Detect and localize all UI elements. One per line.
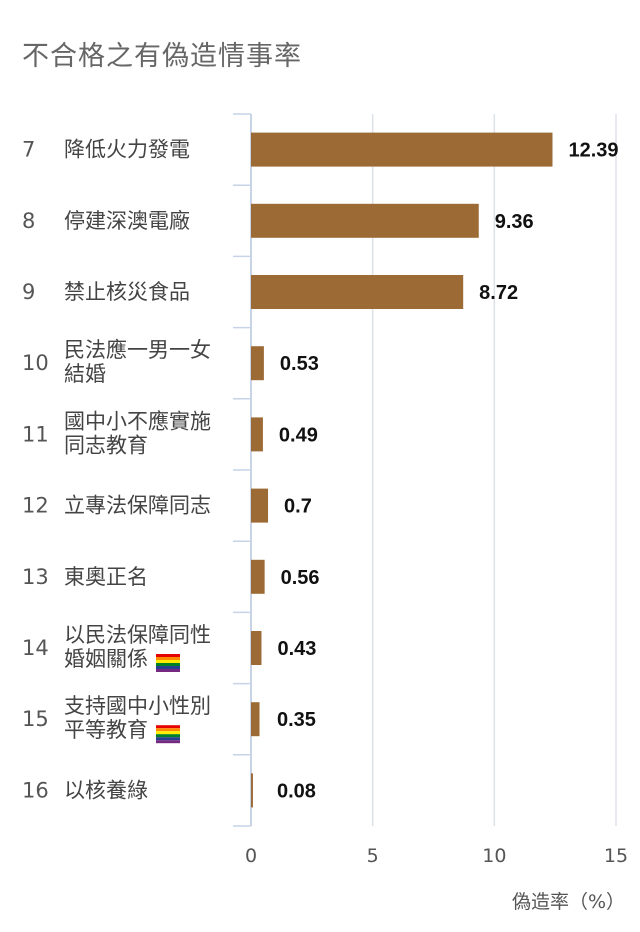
flag-stripe: [156, 654, 180, 657]
category-label: 東奧正名: [64, 565, 148, 589]
category-label: 民法應一男一女: [64, 338, 211, 362]
bar: [251, 275, 464, 309]
rainbow-flag-icon: [156, 725, 180, 744]
x-tick-label: 0: [245, 845, 257, 867]
flag-stripe: [156, 725, 180, 729]
bar: [251, 417, 263, 452]
x-tick-label: 10: [482, 845, 506, 867]
category-number: 11: [22, 422, 49, 446]
flag-stripe: [156, 734, 180, 738]
bar: [251, 559, 265, 594]
bar: [251, 488, 269, 523]
category-axis: [233, 113, 252, 827]
category-label: 以民法保障同性: [64, 623, 211, 647]
category-label: 同志教育: [64, 433, 148, 457]
category-label: 國中小不應實施: [64, 409, 211, 433]
x-tick-label: 15: [604, 845, 628, 867]
category-label: 以核養綠: [64, 778, 148, 802]
bar: [251, 773, 253, 808]
category-number: 12: [22, 494, 49, 518]
rainbow-flag-icon: [156, 654, 180, 672]
value-label: 12.39: [568, 140, 618, 162]
value-label: 0.49: [279, 424, 318, 446]
value-label: 0.35: [277, 709, 316, 731]
value-label: 8.72: [479, 282, 518, 304]
category-label: 停建深澳電廠: [64, 209, 190, 233]
flag-stripe: [156, 666, 180, 669]
bars: [251, 132, 553, 808]
category-number: 10: [22, 351, 49, 375]
flag-stripe: [156, 660, 180, 663]
category-label: 平等教育: [64, 718, 148, 742]
flag-stripe: [156, 728, 180, 732]
bar: [251, 702, 260, 737]
category-number: 8: [22, 209, 35, 233]
flag-stripe: [156, 731, 180, 735]
category-label: 降低火力發電: [64, 138, 190, 162]
value-label: 0.56: [281, 567, 320, 589]
value-label: 0.43: [277, 638, 316, 660]
category-number: 15: [22, 707, 49, 731]
category-number: 9: [22, 280, 35, 304]
category-label: 立專法保障同志: [64, 494, 211, 518]
value-label: 0.53: [280, 353, 319, 375]
category-number: 14: [22, 636, 49, 660]
x-axis-title: 偽造率（%）: [512, 891, 625, 913]
chart-title: 不合格之有偽造情事率: [22, 41, 302, 72]
category-number: 16: [22, 778, 49, 802]
bar: [251, 132, 553, 167]
category-label: 結婚: [64, 362, 106, 386]
category-label: 婚姻關係: [64, 647, 148, 671]
x-tick-label: 5: [367, 845, 379, 867]
category-number: 13: [22, 565, 49, 589]
flag-stripe: [156, 669, 180, 672]
bar: [251, 203, 479, 238]
bar: [251, 346, 264, 381]
flag-stripe: [156, 740, 180, 744]
category-labels: 12.39 7 降低火力發電 9.36 8 停建深澳電廠 8.72 9 禁止核災食品 0.53 10…: [22, 138, 619, 803]
value-label: 0.7: [284, 496, 312, 518]
category-number: 7: [22, 138, 35, 162]
category-label: 支持國中小性別: [64, 694, 211, 718]
value-label: 0.08: [277, 780, 316, 802]
value-label: 9.36: [495, 211, 534, 233]
category-label: 禁止核災食品: [64, 280, 190, 304]
flag-stripe: [156, 663, 180, 666]
x-tick-labels: 0 5 10 15: [245, 845, 628, 867]
flag-stripe: [156, 657, 180, 660]
flag-stripe: [156, 737, 180, 741]
bar: [251, 631, 262, 665]
